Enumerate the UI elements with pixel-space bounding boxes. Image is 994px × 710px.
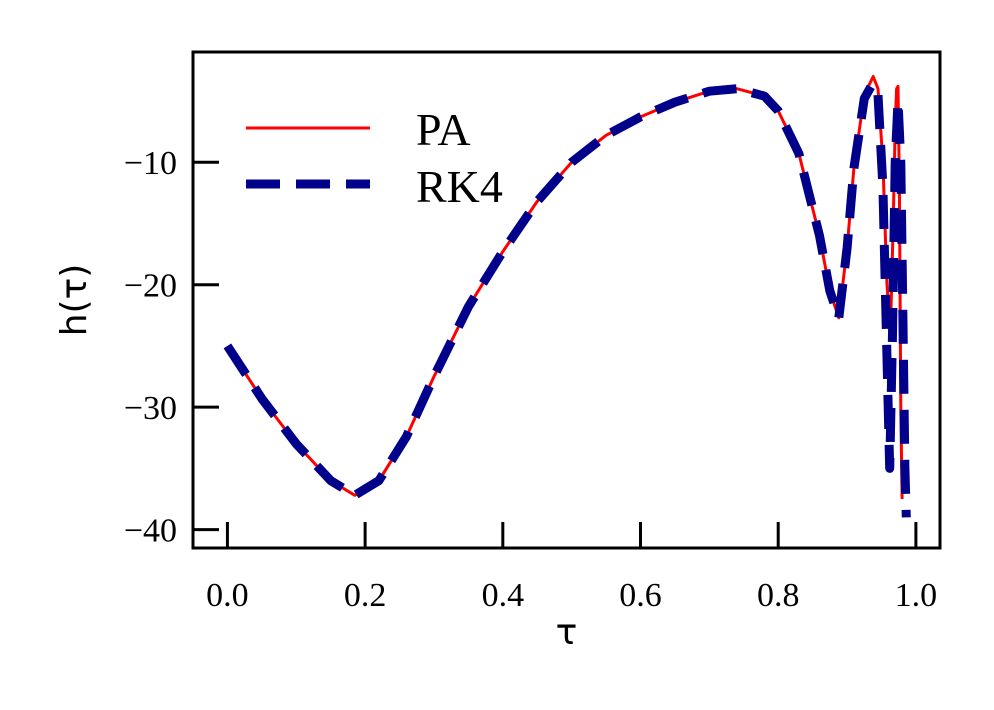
plot-frame: [191, 50, 942, 550]
y-tick-label: −10: [124, 145, 177, 182]
plot-lines: [223, 75, 911, 518]
x-tick-label: 0.6: [619, 577, 662, 614]
y-tick-label: −20: [124, 268, 177, 305]
x-axis: 0.0 0.2 0.4 0.6 0.8 1.0: [206, 522, 937, 614]
x-tick-label: 0.4: [482, 577, 525, 614]
x-tick-label: 0.8: [757, 577, 800, 614]
x-tick-label: 0.0: [206, 577, 249, 614]
legend-label-pa: PA: [416, 104, 471, 155]
legend-label-rk4: RK4: [416, 161, 503, 212]
legend: PA RK4: [246, 104, 503, 212]
y-tick-label: −30: [124, 390, 177, 427]
x-axis-label: τ: [556, 612, 578, 653]
series-line-rk4: [223, 79, 911, 518]
x-tick-label: 0.2: [344, 577, 387, 614]
x-tick-label: 1.0: [895, 577, 938, 614]
y-axis: −40 −30 −20 −10: [124, 145, 219, 550]
y-axis-label: h(τ): [54, 264, 95, 337]
y-tick-label: −40: [124, 513, 177, 550]
series-line-pa: [226, 75, 904, 500]
